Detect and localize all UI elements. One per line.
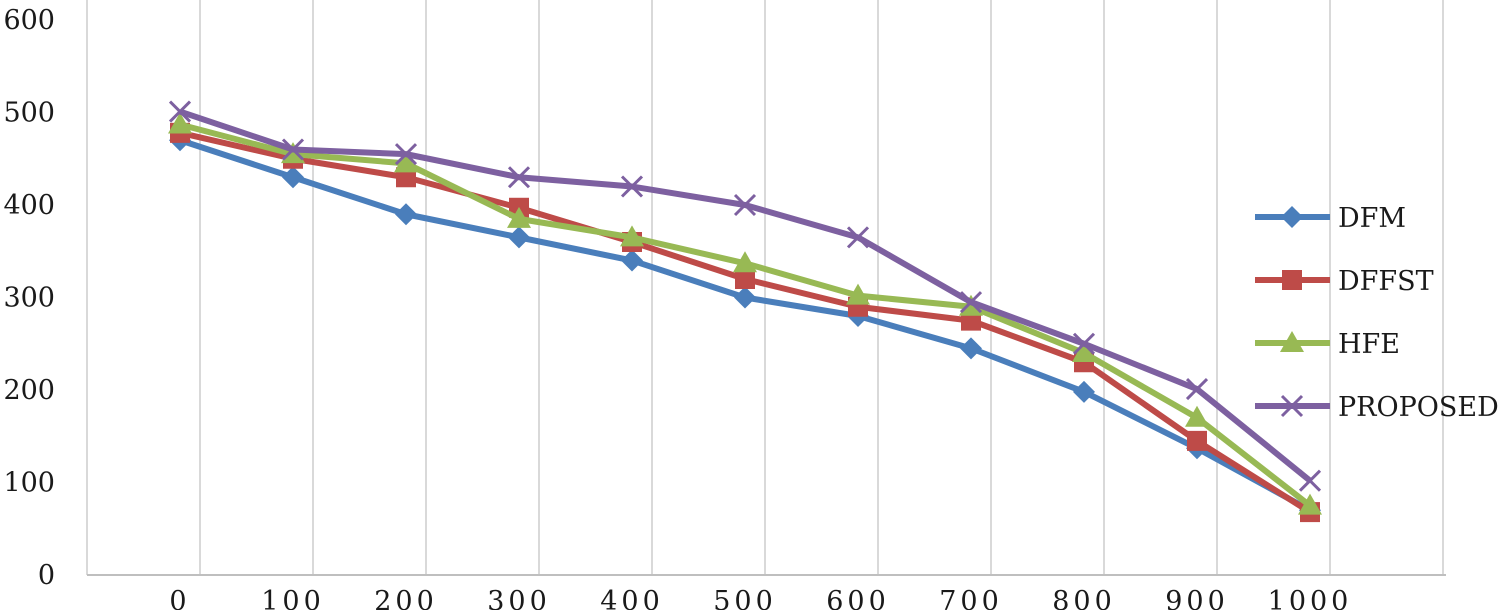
data-point (1280, 331, 1304, 352)
x-tick-label: 900 (1165, 586, 1229, 610)
data-point (1185, 378, 1209, 401)
y-tick-label: 500 (3, 98, 55, 129)
legend-item-dfm: DFM (1255, 203, 1406, 234)
y-tick-label: 200 (3, 375, 55, 406)
legend-item-dffst: DFFST (1255, 266, 1434, 297)
legend-label: HFE (1338, 329, 1400, 360)
data-point (846, 226, 870, 249)
y-tick-label: 100 (3, 468, 55, 499)
data-point (1073, 380, 1095, 403)
series-line (179, 137, 1312, 513)
series-dfm (169, 129, 1321, 522)
data-point (281, 142, 305, 164)
data-point (507, 166, 531, 189)
data-point (735, 269, 755, 289)
series-layer (168, 100, 1322, 523)
data-point (281, 138, 305, 161)
data-point (1281, 206, 1303, 228)
series-hfe (168, 112, 1322, 515)
data-point (394, 143, 418, 166)
data-point (733, 193, 757, 217)
legend-item-proposed: PROPOSED (1255, 392, 1499, 423)
data-point (394, 151, 418, 173)
x-tick-label: 400 (600, 586, 664, 610)
x-tick-label: 800 (1052, 586, 1116, 610)
data-point (282, 166, 304, 189)
data-point (1282, 270, 1302, 290)
grid-lines (86, 0, 1444, 575)
y-tick-label: 600 (3, 5, 55, 36)
data-point (734, 286, 756, 309)
y-tick-label: 0 (38, 560, 55, 591)
x-tick-label: 700 (939, 586, 1003, 610)
legend-label: DFFST (1338, 266, 1434, 297)
data-point (621, 249, 643, 272)
data-point (395, 203, 417, 226)
x-tick-label: 300 (487, 586, 551, 610)
legend-label: DFM (1338, 203, 1406, 234)
data-point (846, 283, 870, 305)
legend-item-hfe: HFE (1255, 329, 1400, 360)
x-tick-label: 500 (713, 586, 777, 610)
data-point (620, 225, 644, 247)
y-tick-label: 400 (3, 190, 55, 221)
data-point (733, 251, 757, 273)
series-proposed (168, 100, 1322, 492)
data-point (1187, 430, 1207, 451)
x-tick-label: 1000 (1268, 586, 1353, 610)
series-dffst (170, 122, 1320, 523)
series-line (179, 129, 1312, 515)
data-point (168, 100, 192, 123)
data-point (1185, 405, 1209, 427)
x-tick-label: 600 (826, 586, 890, 610)
data-point (1072, 332, 1096, 355)
data-point (620, 175, 644, 198)
x-tick-label: 0 (169, 586, 190, 610)
data-point (1298, 493, 1322, 515)
x-axis-ticks: 0 100 200 300 400 500 600 700 800 900 1000 (169, 586, 1353, 610)
x-tick-label: 200 (374, 586, 438, 610)
y-tick-label: 300 (3, 283, 55, 314)
series-line (179, 121, 1312, 508)
data-point (1280, 394, 1304, 418)
y-axis-ticks: 0 100 200 300 400 500 600 (3, 5, 55, 591)
data-point (1298, 469, 1322, 492)
data-point (168, 112, 192, 134)
data-point (507, 206, 531, 228)
legend: DFM DFFST HFE PROPOSED (1255, 203, 1499, 423)
x-tick-label: 100 (261, 586, 325, 610)
data-point (959, 291, 983, 314)
legend-label: PROPOSED (1338, 392, 1499, 423)
data-point (508, 226, 530, 249)
data-point (1072, 341, 1096, 362)
data-point (960, 337, 982, 360)
